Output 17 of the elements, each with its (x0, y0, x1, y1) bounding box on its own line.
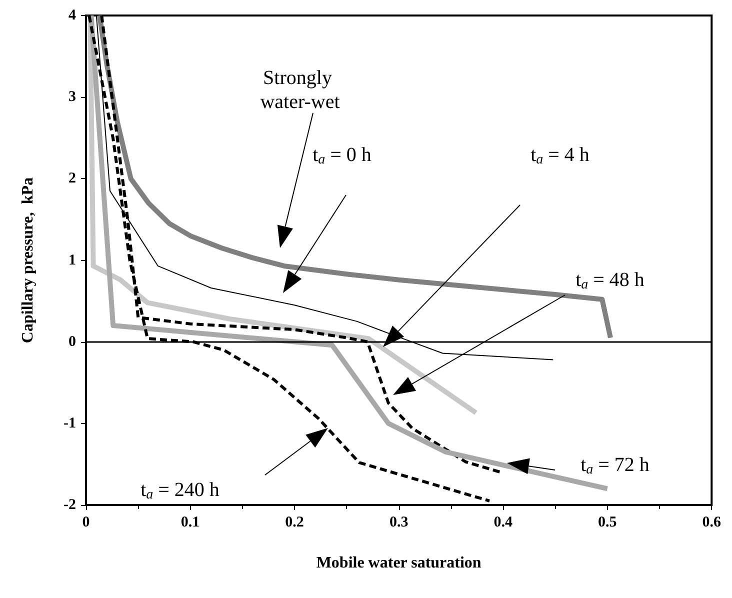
y-tick-label: -2 (64, 497, 76, 513)
x-tick-label: 0.1 (180, 514, 200, 530)
x-tick-label: 0 (82, 514, 90, 530)
y-tick-label: 4 (68, 8, 76, 24)
y-tick-label: 1 (68, 252, 76, 268)
x-tick-label: 0.3 (389, 514, 408, 530)
x-tick-label: 0.6 (702, 514, 722, 530)
x-tick-label: 0.4 (494, 514, 513, 530)
y-axis-title: Capillary pressure, kPa (20, 177, 36, 344)
y-tick-label: 3 (68, 89, 76, 106)
x-axis-title: Mobile water saturation (316, 554, 482, 572)
x-tick-label: 0.2 (285, 514, 304, 530)
y-tick-label: -1 (64, 415, 76, 432)
y-tick-label: 2 (68, 170, 76, 187)
y-tick-label: 0 (68, 334, 76, 350)
annotation: Strongly water-wet (260, 67, 340, 113)
x-tick-label: 0.5 (598, 514, 617, 530)
